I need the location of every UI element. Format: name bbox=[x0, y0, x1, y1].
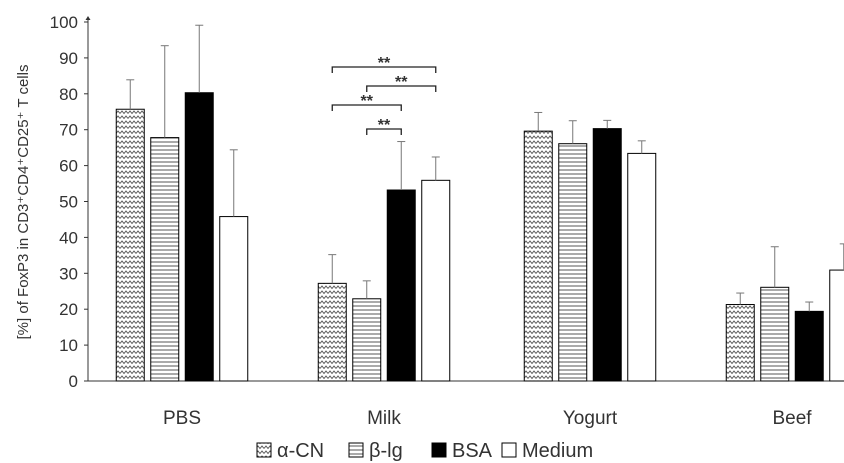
y-tick-label: 10 bbox=[59, 336, 78, 355]
bar-hlines-pbs bbox=[150, 137, 180, 382]
legend-item: Medium bbox=[501, 440, 593, 462]
bar-solid-beef bbox=[794, 310, 824, 382]
bar-hlines-beef bbox=[760, 286, 790, 382]
legend: α-CN β-lg BSA Medium bbox=[256, 440, 593, 462]
y-tick-label: 90 bbox=[59, 49, 78, 68]
y-tick-label: 0 bbox=[69, 372, 78, 391]
plot-area: 0 10 20 30 40 50 60 70 80 90 100 PBS Milk Yogurt Beef *… bbox=[50, 13, 844, 429]
x-category-label: Milk bbox=[367, 408, 401, 429]
y-tick-label: 30 bbox=[59, 264, 78, 283]
legend-swatch bbox=[501, 442, 517, 458]
legend-item: BSA bbox=[431, 440, 493, 462]
bar-solid-milk bbox=[386, 189, 416, 382]
significance-label: ** bbox=[378, 117, 391, 134]
legend-label: β-lg bbox=[369, 440, 403, 462]
y-tick-label: 20 bbox=[59, 300, 78, 319]
significance-label: ** bbox=[378, 55, 391, 72]
y-tick-label: 50 bbox=[59, 193, 78, 212]
x-category-label: Yogurt bbox=[563, 408, 618, 429]
bar-none-yogurt bbox=[627, 152, 657, 382]
bar-zigzag-milk bbox=[317, 282, 347, 382]
bar-zigzag-yogurt bbox=[523, 130, 553, 382]
x-category-label: PBS bbox=[163, 408, 201, 429]
x-category-label: Beef bbox=[772, 408, 812, 429]
y-axis-label: [%] of FoxP3 in CD3⁺CD4⁺CD25⁺ T cells bbox=[15, 65, 32, 340]
significance-label: ** bbox=[395, 74, 408, 91]
bar-solid-pbs bbox=[184, 92, 214, 382]
bar-hlines-yogurt bbox=[558, 143, 588, 382]
bar-none-beef bbox=[829, 269, 844, 382]
legend-item: β-lg bbox=[348, 440, 403, 462]
significance-bracket bbox=[366, 128, 402, 135]
y-tick-label: 80 bbox=[59, 85, 78, 104]
legend-item: α-CN bbox=[256, 440, 324, 462]
legend-label: BSA bbox=[452, 440, 493, 462]
y-tick-label: 70 bbox=[59, 121, 78, 140]
legend-label: α-CN bbox=[277, 440, 324, 462]
bar-solid-yogurt bbox=[592, 128, 622, 382]
y-tick-label: 100 bbox=[50, 13, 78, 32]
bar-zigzag-pbs bbox=[115, 108, 145, 382]
legend-label: Medium bbox=[522, 440, 593, 462]
legend-swatch bbox=[431, 442, 447, 458]
legend-swatch bbox=[348, 442, 364, 458]
y-tick-label: 40 bbox=[59, 228, 78, 247]
bar-none-pbs bbox=[219, 216, 249, 382]
bar-hlines-milk bbox=[352, 298, 382, 382]
legend-swatch bbox=[256, 442, 272, 458]
significance-bracket bbox=[331, 66, 437, 73]
bar-zigzag-beef bbox=[725, 304, 755, 382]
significance-bracket bbox=[331, 104, 402, 111]
y-axis-arrow bbox=[85, 16, 91, 20]
bar-none-milk bbox=[421, 179, 451, 382]
y-tick-label: 60 bbox=[59, 157, 78, 176]
significance-bracket bbox=[366, 85, 437, 92]
significance-label: ** bbox=[361, 93, 374, 110]
